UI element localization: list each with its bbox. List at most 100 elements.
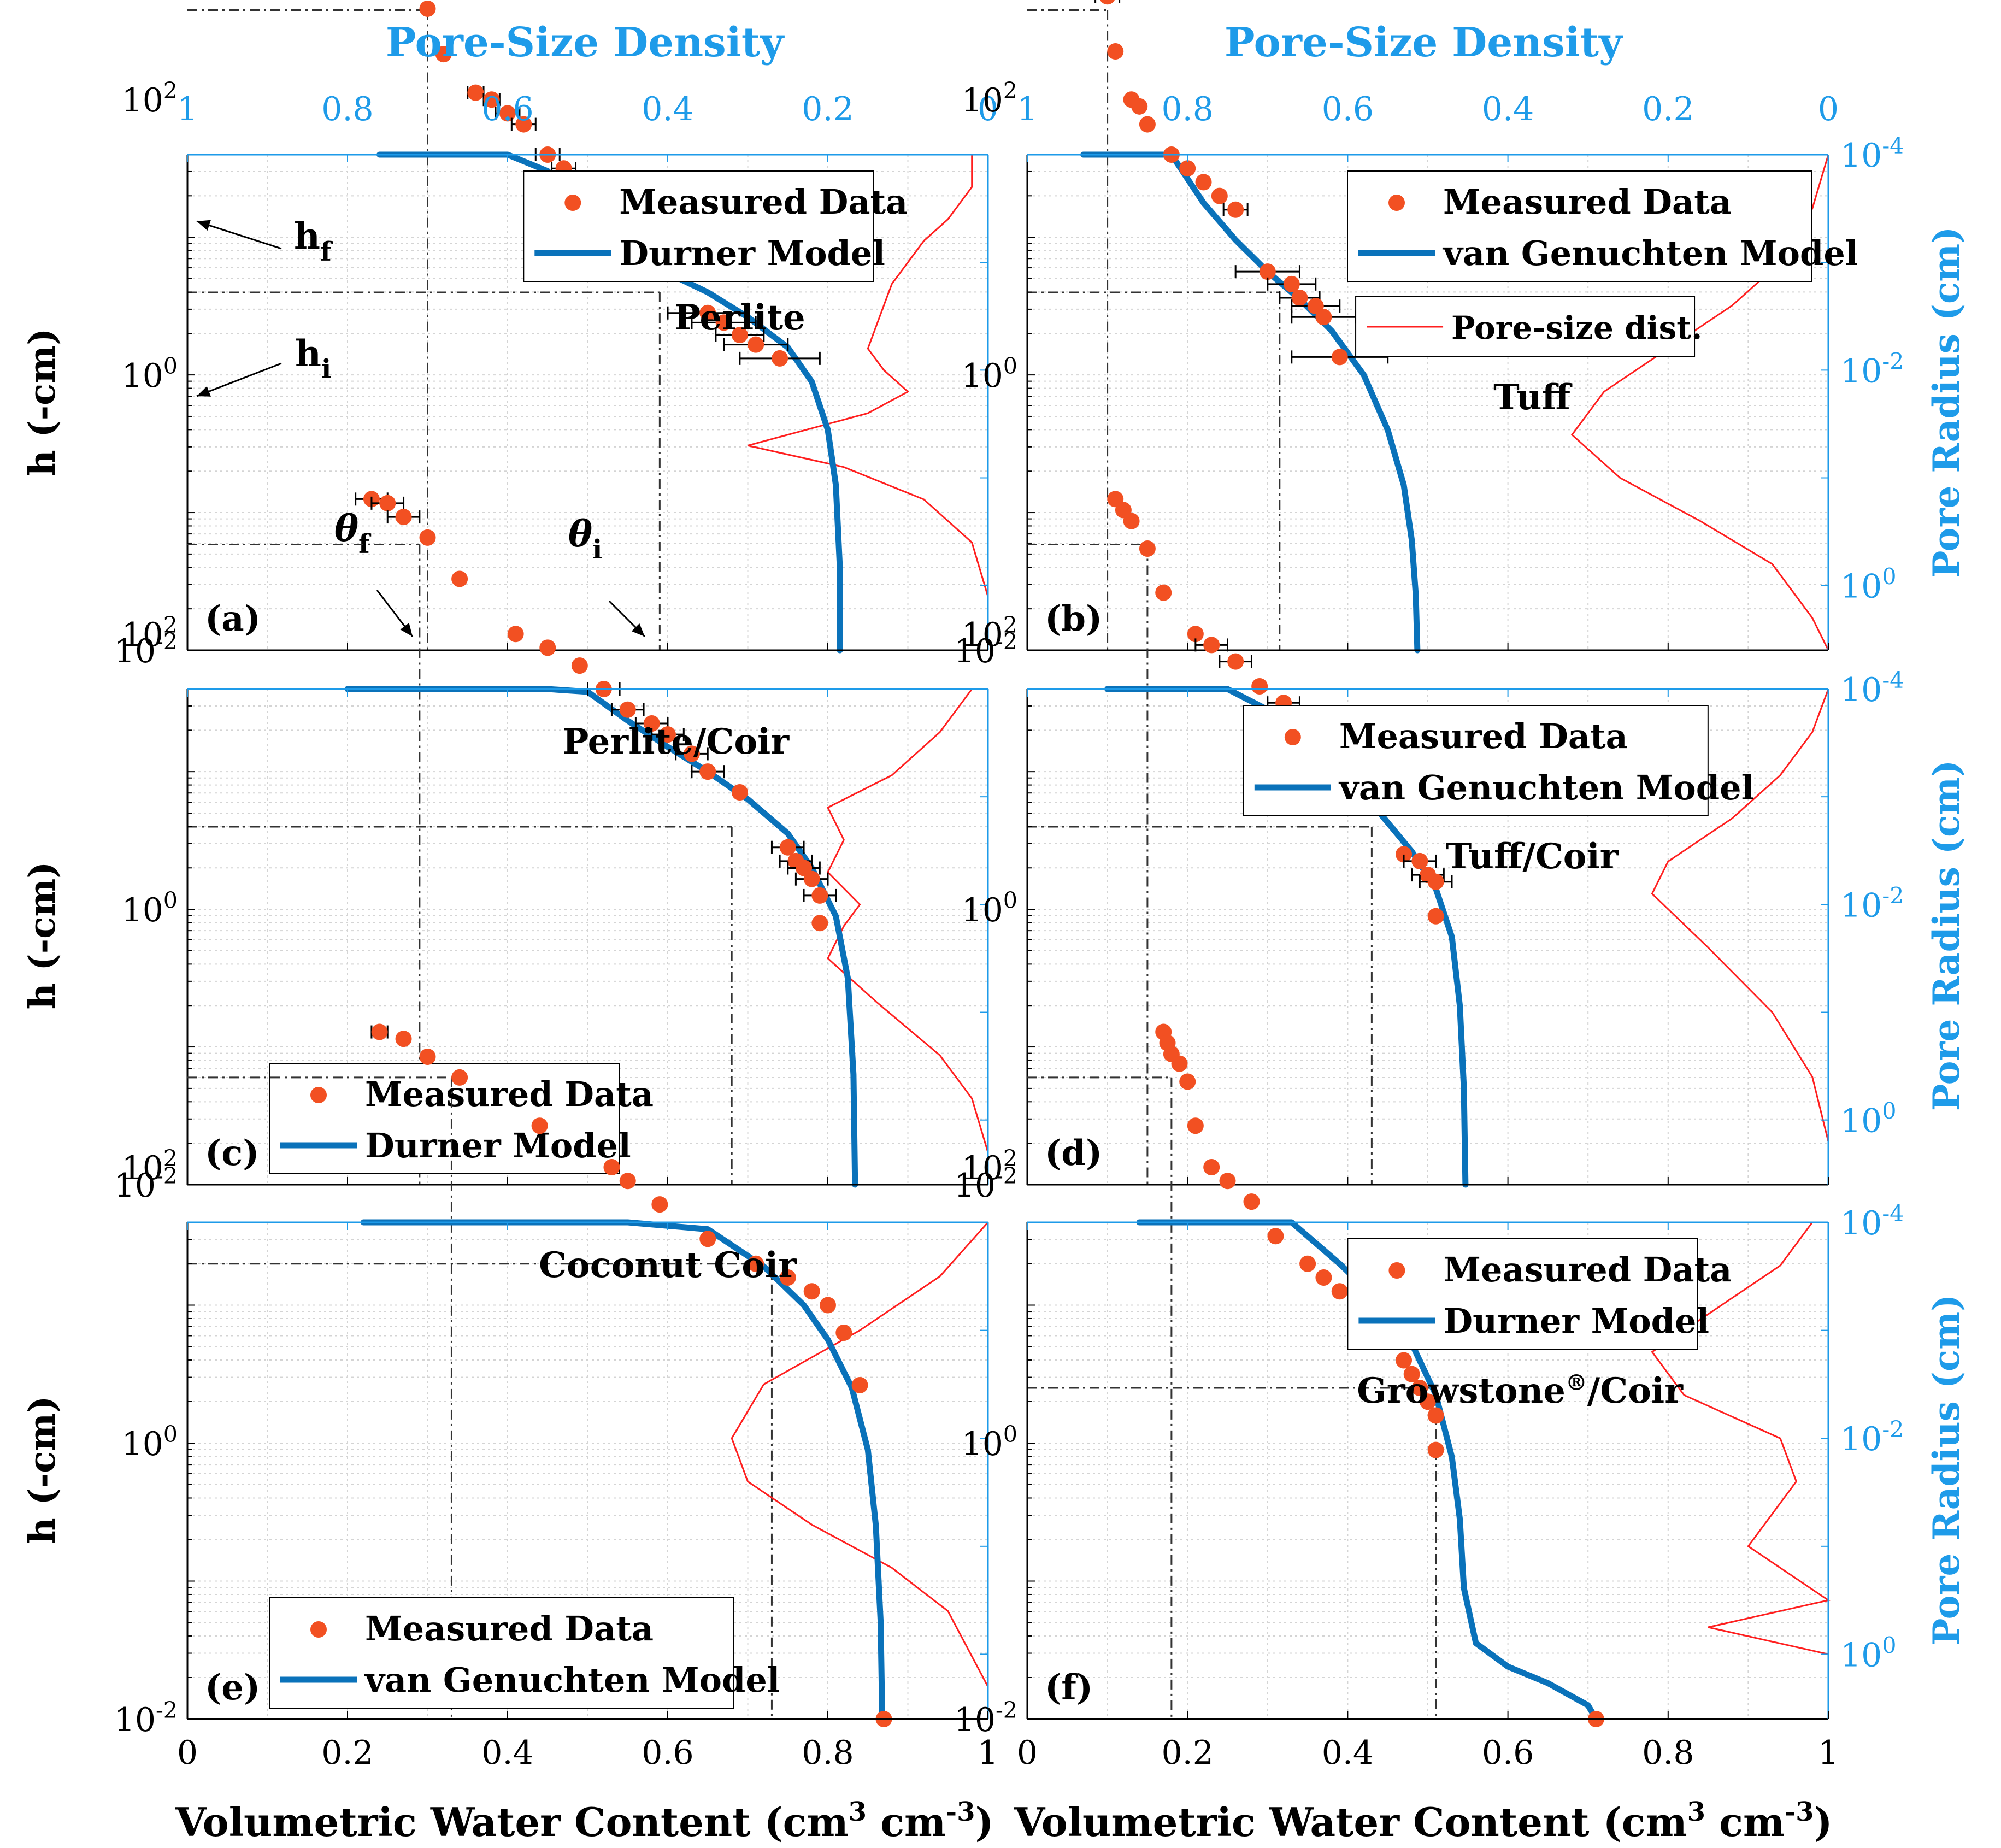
legend-marker (564, 195, 581, 211)
legend-label-psd: Pore-size dist. (1451, 309, 1702, 346)
y-tick-label: 10-2 (114, 1697, 178, 1739)
data-point (1100, 0, 1115, 5)
top-ticks (1027, 689, 1829, 697)
data-point (1251, 678, 1268, 695)
legend-marker (1388, 195, 1405, 211)
y-tick-label: 102 (962, 1145, 1017, 1187)
panel-label: (a) (205, 598, 261, 639)
y-tick-label-exponent: -2 (996, 1697, 1017, 1723)
legend-label-model: van Genuchten Model (1338, 768, 1754, 808)
arrow-hi (196, 362, 282, 397)
x-tick-label: 1 (978, 1734, 998, 1772)
x-tick-label: 0.2 (321, 1734, 373, 1772)
legend-box (1347, 1238, 1698, 1350)
data-point (643, 715, 660, 732)
measured-points (370, 1023, 892, 1727)
data-point (1427, 1441, 1444, 1458)
legend-marker (1284, 729, 1301, 745)
right-tick-label: 10-2 (1840, 882, 1904, 925)
legend-label-model: Durner Model (365, 1126, 631, 1166)
x-tick-label: 0.4 (1322, 1734, 1374, 1772)
arrow-hf-head (197, 220, 211, 231)
arrow-theta-f-head (400, 622, 413, 637)
data-point (748, 336, 764, 353)
top-tick-label: 0.6 (1322, 90, 1374, 128)
top-tick-label: 0.6 (481, 90, 533, 128)
y-tick-label: 102 (122, 78, 178, 120)
data-point (1315, 1269, 1332, 1286)
legend: Measured Data Durner Model (269, 1063, 654, 1174)
data-point (731, 327, 748, 344)
psd-line (1651, 1222, 1831, 1719)
data-point (507, 626, 524, 643)
right-tick-label-exponent: 0 (1882, 1098, 1896, 1125)
y-tick-label-base: 10 (122, 1425, 163, 1463)
data-point (467, 84, 484, 101)
data-point (1211, 187, 1228, 204)
data-point (779, 839, 796, 856)
right-tick-label-base: 10 (1840, 137, 1882, 175)
data-point (1227, 201, 1244, 218)
y-tick-label-exponent: -2 (156, 1163, 178, 1189)
legend-label-model: van Genuchten Model (1442, 233, 1858, 273)
panel-title: Tuff (1493, 377, 1572, 418)
right-tick-label: 10-4 (1840, 133, 1904, 175)
y-tick-label-exponent: 0 (163, 1421, 178, 1447)
data-point (1107, 43, 1124, 60)
y-tick-label: 10-2 (114, 1163, 178, 1205)
y-tick-label-base: 10 (122, 357, 163, 395)
data-point (1299, 1255, 1316, 1272)
legend-label-model: van Genuchten Model (364, 1660, 780, 1700)
top-tick-label: 0.2 (1642, 90, 1694, 128)
data-point (1171, 1055, 1188, 1072)
legend: Measured Data van Genuchten Model Pore-siz… (1347, 170, 1858, 357)
data-point (499, 105, 516, 122)
psd-line (1651, 688, 1829, 1185)
y-tick-label: 102 (962, 612, 1017, 654)
top-tick-label: 0.8 (1161, 90, 1213, 128)
data-point (419, 529, 436, 546)
data-point (772, 350, 788, 367)
y-tick-label-base: 10 (962, 357, 1003, 395)
legend-marker (310, 1087, 327, 1103)
right-ticks (980, 1222, 988, 1655)
data-point (539, 639, 556, 656)
panel-label: (f) (1045, 1667, 1093, 1708)
x-tick-label: 0.2 (1161, 1734, 1213, 1772)
data-point (1195, 174, 1212, 191)
x-ticks (187, 1177, 988, 1185)
top-tick-label: 0.4 (1482, 90, 1534, 128)
y-tick-label-exponent: -2 (156, 628, 178, 655)
legend: Measured Data Durner Model (1347, 1238, 1732, 1350)
legend-label-measured: Measured Data (365, 1609, 654, 1649)
top-ticks (187, 1222, 988, 1230)
label-theta-i: θi (568, 513, 602, 565)
arrow-hi-head (197, 386, 211, 397)
legend-label-measured: Measured Data (1443, 1250, 1732, 1290)
legend-label-model: Durner Model (1443, 1301, 1709, 1341)
data-point (1187, 1117, 1204, 1134)
data-point (779, 1269, 796, 1286)
data-point (1179, 1073, 1196, 1090)
y-tick-label: 102 (962, 78, 1017, 120)
y-tick-label-base: 10 (962, 616, 1003, 654)
data-point (1427, 873, 1444, 890)
x-ticks (1027, 643, 1829, 650)
top-ticks (187, 689, 988, 697)
panel-title: Tuff/Coir (1446, 836, 1619, 877)
crosshair-lines (1027, 9, 1281, 650)
data-point (1243, 1193, 1260, 1210)
label-hi: hi (295, 332, 331, 385)
y-tick-label-exponent: -2 (996, 1163, 1017, 1189)
right-tick-label-base: 10 (1840, 1204, 1882, 1243)
data-point (1139, 116, 1156, 133)
top-tick-label: 0.2 (802, 90, 854, 128)
y-tick-label-base: 10 (122, 81, 163, 120)
right-tick-label-exponent: -4 (1882, 667, 1904, 693)
